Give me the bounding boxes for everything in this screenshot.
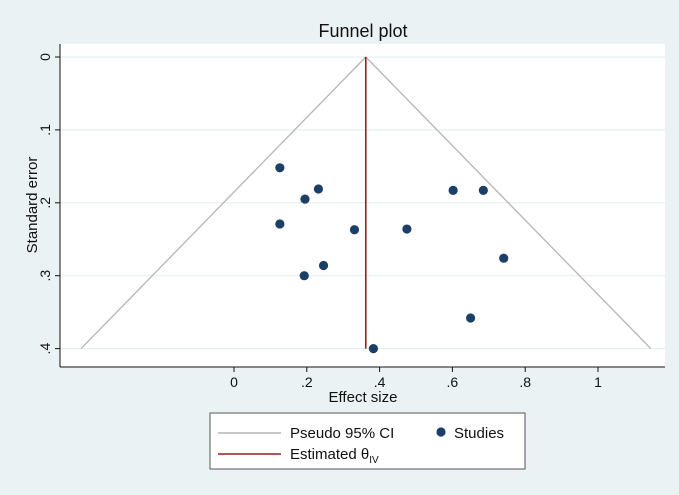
y-tick-label: .1	[37, 124, 53, 136]
pseudo-ci-funnel	[80, 56, 652, 350]
study-point	[499, 253, 509, 263]
plot-area	[60, 44, 665, 367]
study-point	[478, 185, 488, 196]
ci-right-line	[365, 56, 652, 350]
legend-box	[209, 412, 526, 470]
axes: 0 .1 .2 .3 .4 0 .2 .4 .6 .8 1	[37, 44, 665, 390]
study-point	[275, 163, 285, 173]
study-point	[313, 184, 324, 194]
study-point	[402, 224, 412, 234]
study-point	[299, 271, 309, 281]
x-tick-label: 0	[230, 374, 238, 390]
study-points	[275, 163, 509, 354]
gridlines	[60, 56, 665, 350]
study-point	[318, 260, 329, 271]
study-point	[368, 344, 379, 354]
x-tick-label: 1	[594, 374, 602, 390]
legend-estimate-text: Estimated θ	[290, 446, 369, 463]
x-axis-title: Effect size	[329, 389, 398, 406]
study-point	[466, 313, 476, 323]
chart-title: Funnel plot	[318, 21, 407, 41]
legend: Pseudo 95% CI Studies Estimated θIV	[209, 412, 526, 470]
study-point	[275, 219, 285, 229]
y-axis-title: Standard error	[24, 157, 41, 254]
x-tick-label: .6	[447, 374, 459, 390]
x-tick-label: .2	[301, 374, 313, 390]
study-point	[448, 185, 458, 196]
y-tick-label: 0	[37, 53, 53, 61]
ci-left-line	[80, 56, 367, 350]
study-point	[300, 194, 310, 204]
y-tick-label: .3	[37, 270, 53, 282]
legend-studies-swatch	[436, 427, 446, 437]
y-tick-label: .2	[37, 197, 53, 209]
legend-ci-label: Pseudo 95% CI	[290, 425, 394, 442]
x-tick-label: .8	[519, 374, 531, 390]
legend-estimate-label: Estimated θIV	[290, 446, 379, 466]
y-tick-label: .4	[37, 343, 53, 355]
x-tick-label: .4	[374, 374, 386, 390]
study-point	[349, 225, 360, 235]
legend-estimate-subscript: IV	[369, 455, 379, 466]
legend-studies-label: Studies	[454, 425, 504, 442]
